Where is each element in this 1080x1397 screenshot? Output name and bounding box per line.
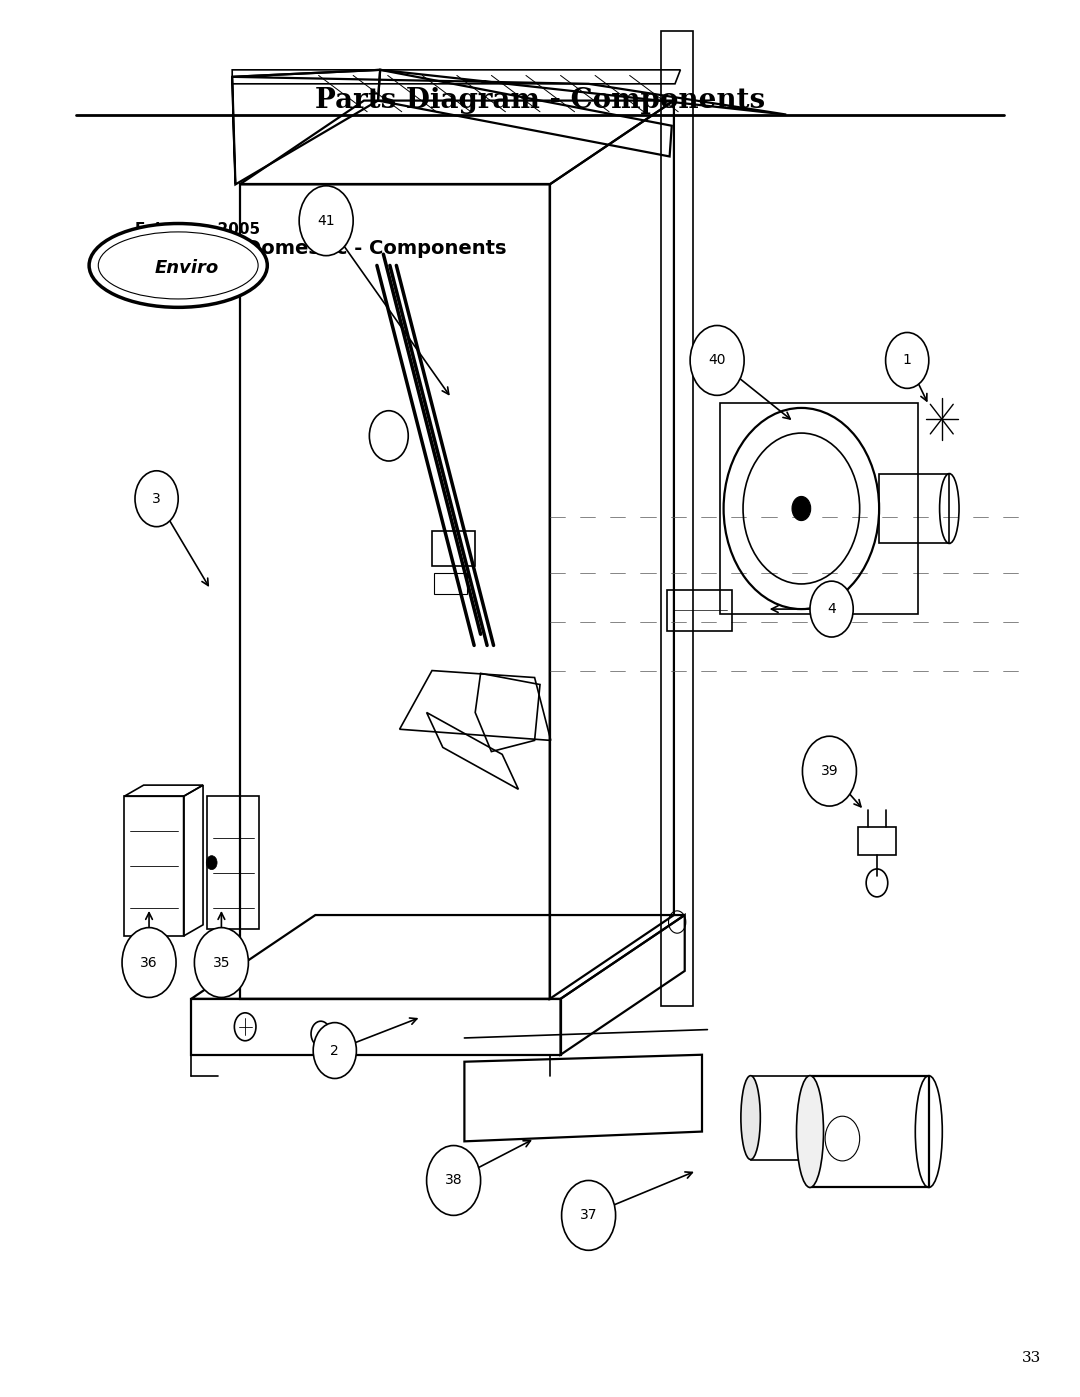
Circle shape [135, 471, 178, 527]
Text: Enviro: Enviro [154, 260, 219, 277]
Circle shape [206, 855, 217, 869]
Text: Parts Diagram - Components: Parts Diagram - Components [315, 87, 765, 115]
Text: 36: 36 [140, 956, 158, 970]
Text: 4: 4 [827, 602, 836, 616]
Circle shape [122, 928, 176, 997]
Ellipse shape [741, 1076, 760, 1160]
Circle shape [792, 496, 811, 521]
Text: February 2005: February 2005 [135, 222, 260, 236]
Ellipse shape [797, 1076, 824, 1187]
Text: 41: 41 [318, 214, 335, 228]
Text: 33: 33 [1022, 1351, 1041, 1365]
Circle shape [313, 1023, 356, 1078]
Ellipse shape [90, 224, 268, 307]
Text: 3: 3 [152, 492, 161, 506]
Text: 1: 1 [903, 353, 912, 367]
Circle shape [886, 332, 929, 388]
Text: 40: 40 [708, 353, 726, 367]
Text: 39: 39 [821, 764, 838, 778]
Text: Evolution Domestic - Components: Evolution Domestic - Components [135, 239, 507, 258]
Text: 2: 2 [330, 1044, 339, 1058]
Text: 38: 38 [445, 1173, 462, 1187]
Text: 37: 37 [580, 1208, 597, 1222]
Circle shape [194, 928, 248, 997]
Circle shape [802, 736, 856, 806]
Circle shape [299, 186, 353, 256]
Circle shape [427, 1146, 481, 1215]
Circle shape [810, 581, 853, 637]
Text: 35: 35 [213, 956, 230, 970]
Circle shape [690, 326, 744, 395]
Circle shape [562, 1180, 616, 1250]
